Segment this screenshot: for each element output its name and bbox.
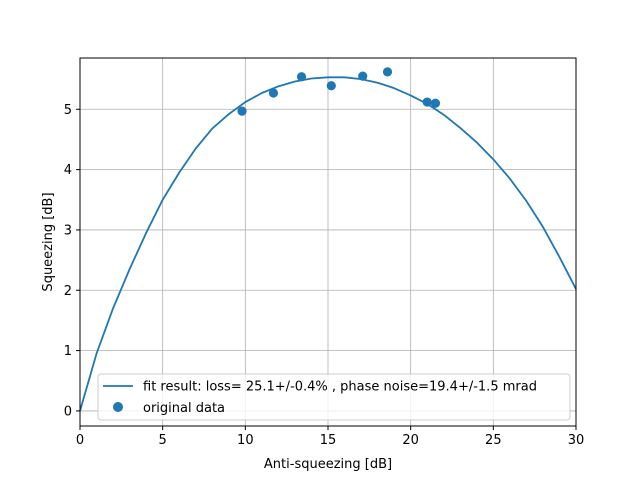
legend-box: [97, 373, 571, 421]
y-tick-label: 5: [64, 103, 72, 118]
y-tick-label: 3: [64, 223, 72, 238]
y-tick-label: 0: [64, 404, 72, 419]
data-point: [237, 106, 247, 116]
data-point: [430, 98, 441, 108]
legend-entry-data: original data: [143, 401, 225, 416]
y-tick-label: 2: [64, 284, 72, 299]
fit-curve: [79, 76, 577, 412]
data-point: [358, 71, 368, 81]
data-point: [382, 67, 393, 77]
data-point: [422, 97, 432, 107]
legend: fit result: loss= 25.1+/-0.4% , phase no…: [97, 373, 571, 421]
y-axis-label: Squeezing [dB]: [41, 192, 56, 291]
x-tick-label: 20: [402, 433, 419, 448]
x-tick-label: 10: [237, 433, 254, 448]
data-point: [296, 72, 307, 82]
x-tick-label: 15: [320, 433, 337, 448]
series-layer: [79, 67, 577, 412]
x-tick-label: 30: [568, 433, 585, 448]
x-tick-label: 5: [159, 433, 167, 448]
x-tick-label: 0: [76, 433, 84, 448]
data-point: [326, 81, 336, 91]
x-axis-label: Anti-squeezing [dB]: [264, 457, 392, 472]
y-tick-label: 1: [64, 344, 72, 359]
x-tick-label: 25: [485, 433, 502, 448]
legend-entry-fit: fit result: loss= 25.1+/-0.4% , phase no…: [143, 380, 537, 395]
data-point: [268, 88, 279, 98]
legend-marker-swatch: [113, 402, 123, 412]
axis-ticks: 0 5 10 15 20 25 30 0 1 2 3 4 5: [64, 103, 585, 448]
y-tick-label: 4: [64, 163, 72, 178]
